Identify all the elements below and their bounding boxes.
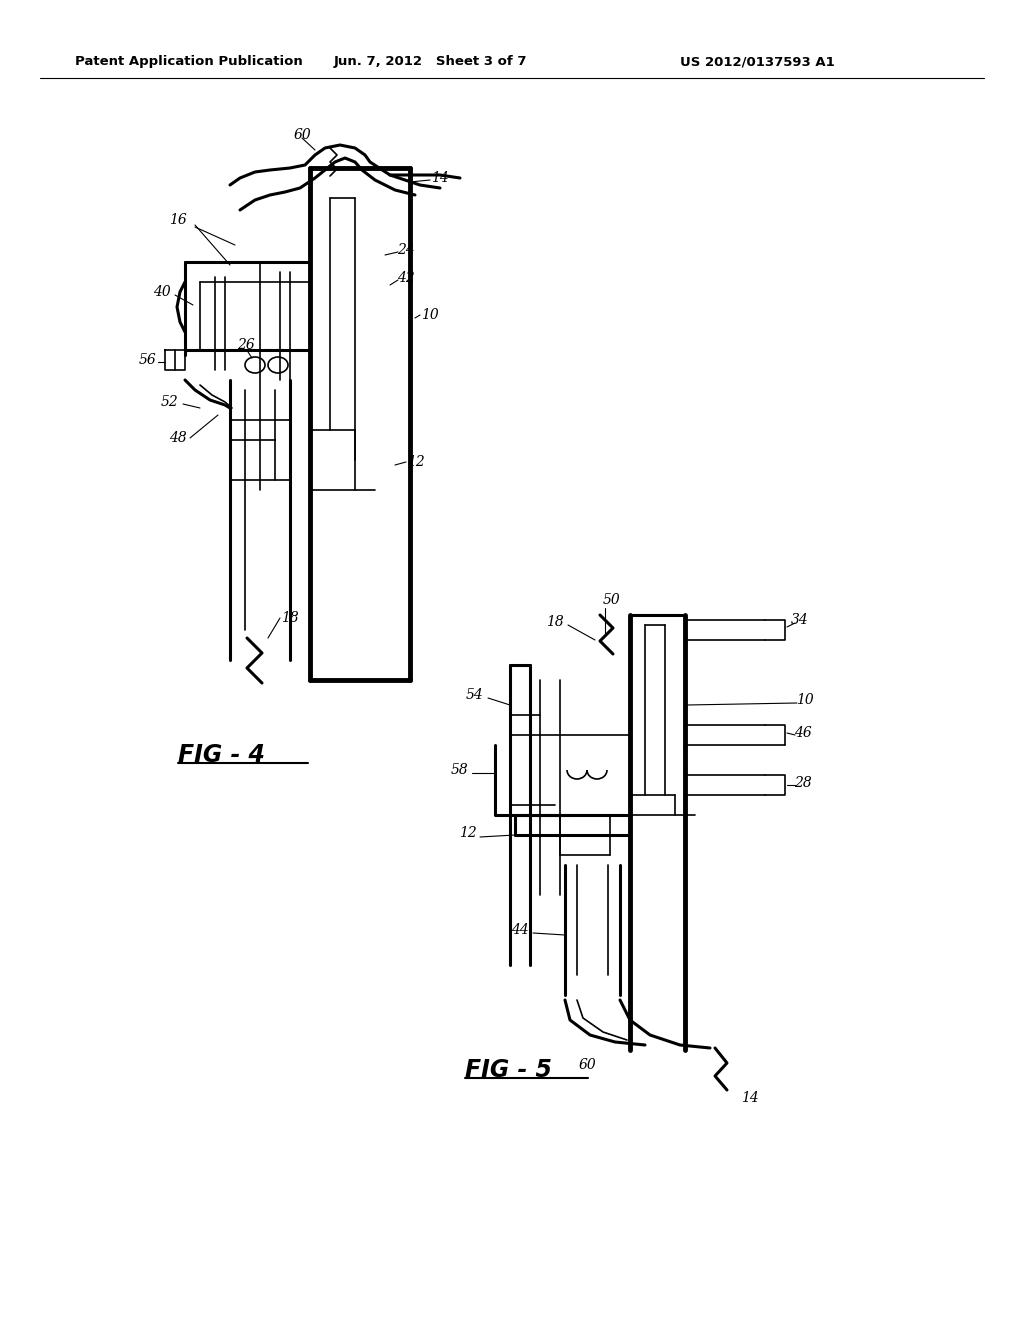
Text: 48: 48 bbox=[169, 432, 186, 445]
Text: Jun. 7, 2012   Sheet 3 of 7: Jun. 7, 2012 Sheet 3 of 7 bbox=[333, 55, 526, 69]
Text: 24: 24 bbox=[397, 243, 415, 257]
Text: 12: 12 bbox=[459, 826, 477, 840]
Text: US 2012/0137593 A1: US 2012/0137593 A1 bbox=[680, 55, 835, 69]
Text: 56: 56 bbox=[139, 352, 157, 367]
Text: 26: 26 bbox=[238, 338, 255, 352]
Text: 12: 12 bbox=[408, 455, 425, 469]
Text: 34: 34 bbox=[792, 612, 809, 627]
Text: 16: 16 bbox=[169, 213, 186, 227]
Text: 14: 14 bbox=[431, 172, 449, 185]
Text: 28: 28 bbox=[795, 776, 812, 789]
Text: 18: 18 bbox=[282, 611, 299, 624]
Text: 50: 50 bbox=[603, 593, 621, 607]
Text: 40: 40 bbox=[154, 285, 171, 300]
Text: 18: 18 bbox=[546, 615, 564, 630]
Text: 10: 10 bbox=[796, 693, 814, 708]
Text: 60: 60 bbox=[579, 1059, 596, 1072]
Text: FIG - 5: FIG - 5 bbox=[465, 1059, 552, 1082]
Text: 58: 58 bbox=[452, 763, 469, 777]
Text: 46: 46 bbox=[795, 726, 812, 741]
Text: 14: 14 bbox=[741, 1092, 759, 1105]
Text: Patent Application Publication: Patent Application Publication bbox=[75, 55, 303, 69]
Text: 54: 54 bbox=[466, 688, 484, 702]
Text: 42: 42 bbox=[397, 271, 415, 285]
Text: 10: 10 bbox=[421, 308, 439, 322]
Text: FIG - 4: FIG - 4 bbox=[178, 743, 265, 767]
Text: 60: 60 bbox=[293, 128, 311, 143]
Text: 44: 44 bbox=[511, 923, 528, 937]
Text: 52: 52 bbox=[161, 395, 179, 409]
